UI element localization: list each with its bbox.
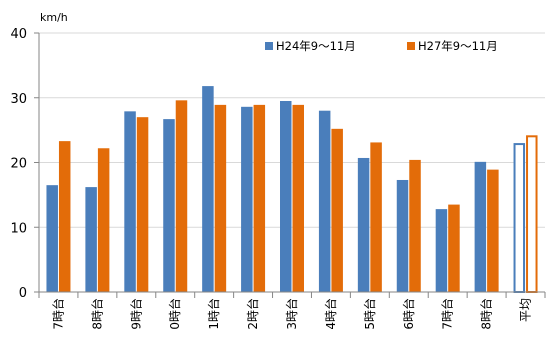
bar-h24-average [513,143,526,293]
legend: H24年9～11月 H27年9～11月 [265,39,498,53]
x-category-label: 4時台 [323,298,338,330]
bar-h27 [58,141,71,292]
bars [46,86,538,293]
y-unit-label: km/h [40,11,68,24]
bar-h27 [214,104,227,292]
y-tick-label: 30 [10,92,27,107]
y-tick-label: 20 [10,157,27,172]
legend-swatch [265,42,273,50]
bar-h24 [357,157,370,292]
y-tick-label: 0 [19,286,27,301]
x-category-label: 7時台 [440,298,455,330]
bar-h24 [124,111,136,292]
bar-h24 [318,110,331,292]
x-category-label: 9時台 [128,298,143,330]
x-category-label: 6時台 [401,298,416,330]
bar-h24 [396,179,409,292]
bar-h24 [280,100,292,292]
x-category-label: 0時台 [167,298,182,330]
bar-h27 [331,128,343,292]
bar-h27 [292,104,304,292]
axis-labels: 0 10 20 30 40 km/h 7時台 8時台 9時台 0時台 1時台 2時台 3時台 4時台 5時台… [10,11,532,330]
legend-label: H27年9～11月 [418,39,498,53]
legend-item-h27: H27年9～11月 [407,39,498,53]
y-tick-label: 10 [10,221,27,236]
bar-h27 [253,104,266,292]
x-category-label: 2時台 [245,298,260,330]
x-category-label: 5時台 [362,298,377,330]
bar-h24 [241,106,253,292]
x-category-label: 平均 [519,298,533,322]
bar-h24 [202,86,214,292]
x-category-label: 3時台 [284,298,299,330]
gridlines [39,32,545,228]
x-category-label: 8時台 [479,298,494,330]
bar-h24 [46,185,58,292]
bar-h27 [175,100,188,292]
bar-h24 [474,161,487,292]
legend-item-h24: H24年9～11月 [265,39,356,53]
x-category-label: 8時台 [89,298,104,330]
legend-label: H24年9～11月 [276,39,356,53]
axes [34,32,546,298]
legend-swatch [407,42,415,50]
bar-h27 [97,148,110,292]
bar-h27 [487,169,499,292]
y-tick-label: 40 [10,27,27,42]
bar-h27 [409,159,421,292]
bar-h27 [136,117,149,292]
bar-h24 [85,187,97,292]
bar-h27-average [526,135,538,293]
bar-h24 [163,119,175,293]
x-category-label: 7時台 [50,298,65,330]
bar-h27 [370,142,382,292]
bar-h24 [435,209,448,292]
bar-h27 [448,204,460,292]
x-category-label: 1時台 [206,298,221,330]
